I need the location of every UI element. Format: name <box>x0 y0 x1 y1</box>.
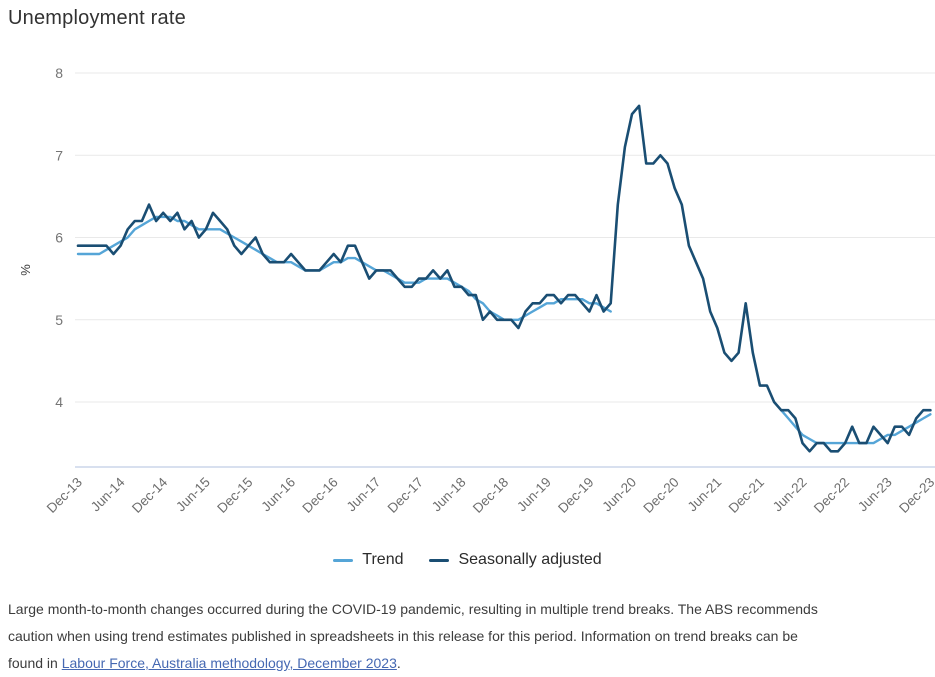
legend-item-trend[interactable]: Trend <box>333 551 403 569</box>
y-tick-label: 8 <box>55 65 63 81</box>
y-tick-label: 6 <box>55 230 63 246</box>
legend-label-trend: Trend <box>362 551 404 568</box>
x-tick-label: Jun-22 <box>770 475 810 515</box>
x-tick-label: Jun-17 <box>344 475 384 515</box>
x-tick-label: Dec-17 <box>385 475 426 516</box>
x-tick-label: Jun-14 <box>88 474 128 514</box>
seasonally-adjusted-line <box>76 104 932 453</box>
legend-item-seasonally-adjusted[interactable]: Seasonally adjusted <box>429 551 602 569</box>
x-tick-label: Dec-15 <box>214 475 255 516</box>
chart-legend: Trend Seasonally adjusted <box>0 551 935 569</box>
trend-line <box>780 409 932 445</box>
y-tick-label: 5 <box>55 312 63 328</box>
x-tick-label: Jun-15 <box>173 475 213 515</box>
chart-title: Unemployment rate <box>8 7 186 29</box>
footnote-line-3-prefix: found in <box>8 655 62 671</box>
y-tick-label: 7 <box>55 147 63 163</box>
x-tick-label: Dec-13 <box>44 475 85 516</box>
footnote-line-3: found in Labour Force, Australia methodo… <box>8 650 930 677</box>
x-tick-label: Dec-23 <box>896 475 935 516</box>
x-tick-label: Jun-19 <box>514 475 554 515</box>
x-tick-label: Dec-18 <box>470 475 511 516</box>
x-tick-label: Jun-23 <box>855 475 895 515</box>
x-tick-label: Dec-20 <box>640 475 681 516</box>
x-tick-label: Dec-14 <box>129 474 171 516</box>
footnote: Large month-to-month changes occurred du… <box>8 596 930 677</box>
seasonally-adjusted-line-swatch-icon <box>429 558 450 562</box>
x-tick-label: Dec-21 <box>726 475 767 516</box>
x-tick-label: Jun-16 <box>258 475 298 515</box>
trend-line-swatch-icon <box>333 558 354 562</box>
x-tick-label: Jun-18 <box>429 475 469 515</box>
footnote-line-2: caution when using trend estimates publi… <box>8 628 798 644</box>
x-tick-label: Jun-21 <box>685 475 725 515</box>
y-tick-label: 4 <box>55 394 63 410</box>
x-tick-label: Dec-22 <box>811 475 852 516</box>
footnote-period: . <box>396 655 401 671</box>
y-axis-title: % <box>18 264 33 276</box>
legend-label-seasonally-adjusted: Seasonally adjusted <box>458 551 602 568</box>
x-tick-label: Dec-16 <box>299 475 340 516</box>
x-tick-label: Dec-19 <box>555 475 596 516</box>
methodology-link[interactable]: Labour Force, Australia methodology, Dec… <box>61 655 397 671</box>
x-tick-label: Jun-20 <box>599 475 639 515</box>
footnote-line-1: Large month-to-month changes occurred du… <box>8 601 818 617</box>
